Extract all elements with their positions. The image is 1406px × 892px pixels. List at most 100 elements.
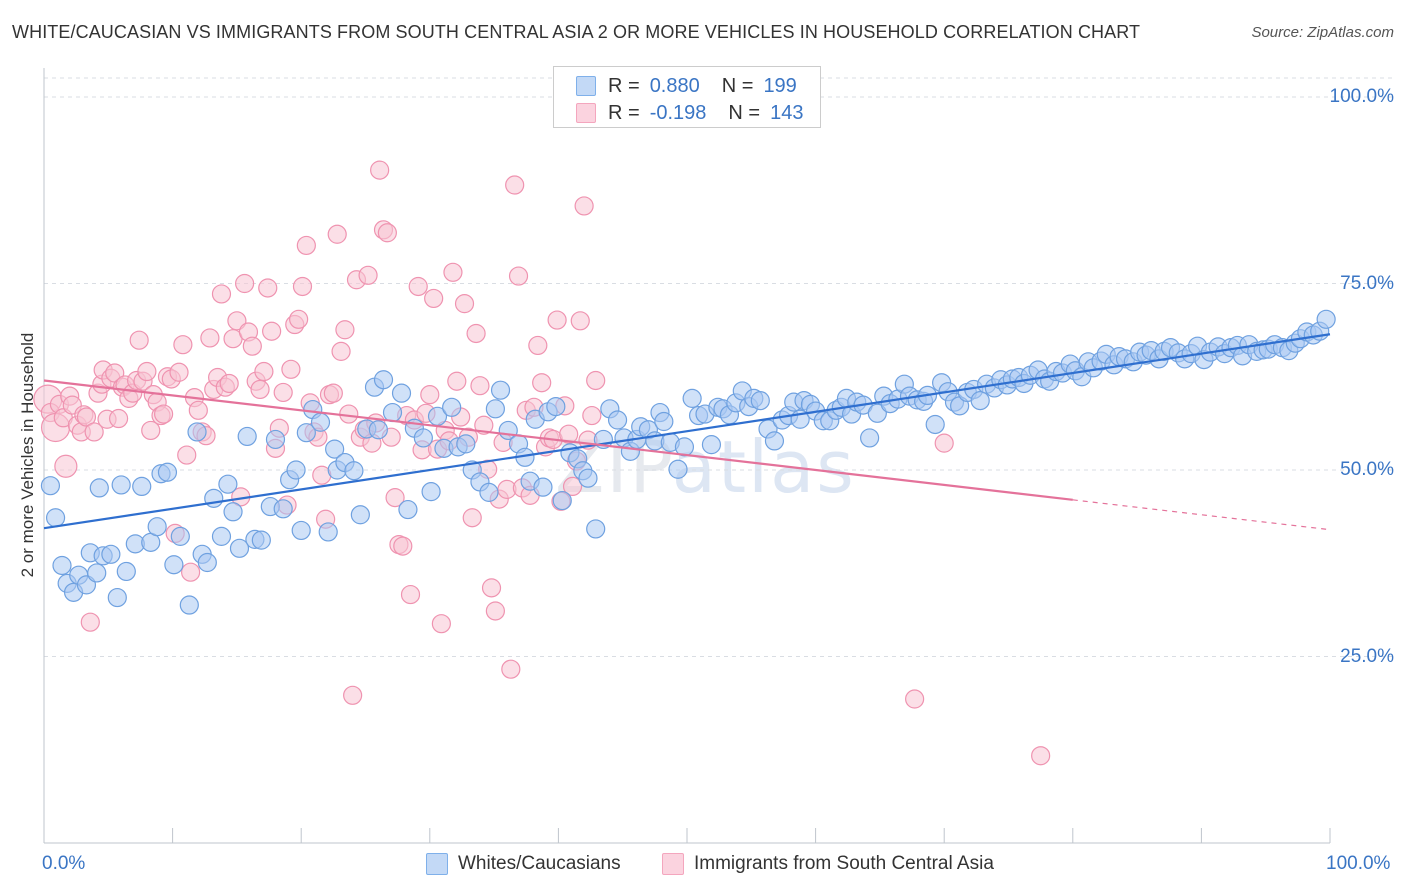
legend-swatch-blue [426, 853, 448, 875]
point-immigrants [235, 273, 255, 294]
point-immigrants [485, 601, 505, 621]
point-whites [170, 526, 190, 546]
point-immigrants [508, 266, 529, 286]
point-whites [291, 520, 311, 541]
point-whites [116, 561, 136, 582]
point-whites [223, 502, 243, 522]
point-whites [764, 431, 785, 451]
x-tick-label-max: 100.0% [1326, 853, 1391, 874]
point-immigrants [296, 235, 316, 256]
point-immigrants [385, 488, 405, 508]
gridlines [44, 77, 1396, 657]
point-whites [197, 552, 217, 573]
point-immigrants [574, 196, 594, 216]
point-whites [1316, 309, 1336, 329]
point-immigrants [1031, 746, 1051, 766]
point-whites [273, 499, 293, 519]
legend-label-immigrants: Immigrants from South Central Asia [694, 853, 994, 874]
trend-line-whites [43, 333, 1331, 530]
point-immigrants [370, 160, 390, 180]
point-immigrants [431, 614, 451, 634]
point-whites [87, 563, 107, 583]
point-immigrants [219, 373, 239, 394]
point-whites [682, 388, 702, 408]
point-immigrants [108, 408, 129, 429]
point-immigrants [227, 311, 247, 331]
y-tick-label: 50.0% [1340, 459, 1394, 480]
point-whites [442, 397, 462, 417]
point-whites [107, 587, 127, 608]
point-whites [373, 370, 394, 390]
point-immigrants [262, 321, 282, 341]
point-immigrants [343, 685, 363, 705]
point-whites [860, 428, 880, 448]
point-whites [391, 383, 412, 403]
pink-points [33, 160, 1051, 766]
point-whites [179, 595, 199, 615]
point-immigrants [141, 420, 161, 441]
r-value: -0.198 [649, 101, 707, 124]
point-immigrants [173, 335, 193, 355]
trend-line-immigrants-extrapolated [1072, 499, 1331, 531]
point-immigrants [84, 422, 104, 442]
point-immigrants [470, 376, 490, 396]
point-immigrants [292, 276, 313, 297]
point-immigrants [177, 445, 197, 465]
stats-legend: R = 0.880 N = 199 R = -0.198 N = 143 [553, 66, 821, 128]
point-whites [187, 422, 207, 442]
point-immigrants [153, 404, 174, 424]
point-immigrants [129, 330, 149, 350]
point-immigrants [181, 562, 201, 582]
n-label: N = [728, 101, 761, 124]
source-label: Source: ZipAtlas.com [1251, 24, 1394, 41]
point-immigrants [570, 311, 590, 331]
point-whites [204, 488, 224, 508]
y-tick-label: 75.0% [1340, 272, 1394, 294]
point-whites [147, 517, 167, 537]
point-whites [237, 426, 257, 447]
point-whites [45, 508, 66, 528]
point-immigrants [443, 262, 463, 282]
n-label: N = [721, 74, 754, 97]
point-immigrants [505, 175, 525, 195]
y-axis-label: 2 or more Vehicles in Household [18, 332, 37, 578]
point-immigrants [905, 689, 925, 709]
point-whites [296, 423, 316, 443]
point-immigrants [466, 323, 486, 344]
y-tick-label: 100.0% [1329, 86, 1394, 107]
point-whites [586, 519, 606, 539]
point-immigrants [586, 370, 606, 391]
point-whites [398, 499, 418, 520]
point-whites [578, 468, 598, 488]
point-whites [157, 462, 178, 482]
point-immigrants [934, 433, 954, 453]
point-immigrants [80, 612, 100, 632]
point-whites [490, 380, 511, 400]
point-immigrants [327, 224, 347, 244]
r-label: R = [608, 101, 640, 124]
point-immigrants [273, 382, 293, 403]
point-whites [456, 434, 476, 454]
point-immigrants [281, 359, 301, 379]
point-whites [925, 414, 945, 435]
n-value: 199 [763, 74, 797, 97]
point-immigrants [258, 278, 278, 298]
point-immigrants [547, 310, 567, 330]
point-whites [654, 411, 674, 432]
point-whites [318, 522, 338, 542]
point-immigrants [562, 476, 583, 497]
r-value: 0.880 [649, 74, 700, 97]
y-tick-label: 25.0% [1340, 645, 1394, 667]
point-whites [485, 399, 505, 419]
legend-label-whites: Whites/Caucasians [458, 853, 621, 874]
point-whites [546, 396, 566, 417]
point-immigrants [528, 335, 548, 356]
point-whites [607, 410, 628, 430]
point-whites [111, 475, 131, 495]
point-whites [229, 538, 250, 558]
point-immigrants [393, 536, 413, 556]
point-immigrants [481, 578, 502, 598]
point-immigrants [76, 407, 97, 427]
point-immigrants [289, 309, 309, 329]
point-immigrants [447, 371, 467, 391]
